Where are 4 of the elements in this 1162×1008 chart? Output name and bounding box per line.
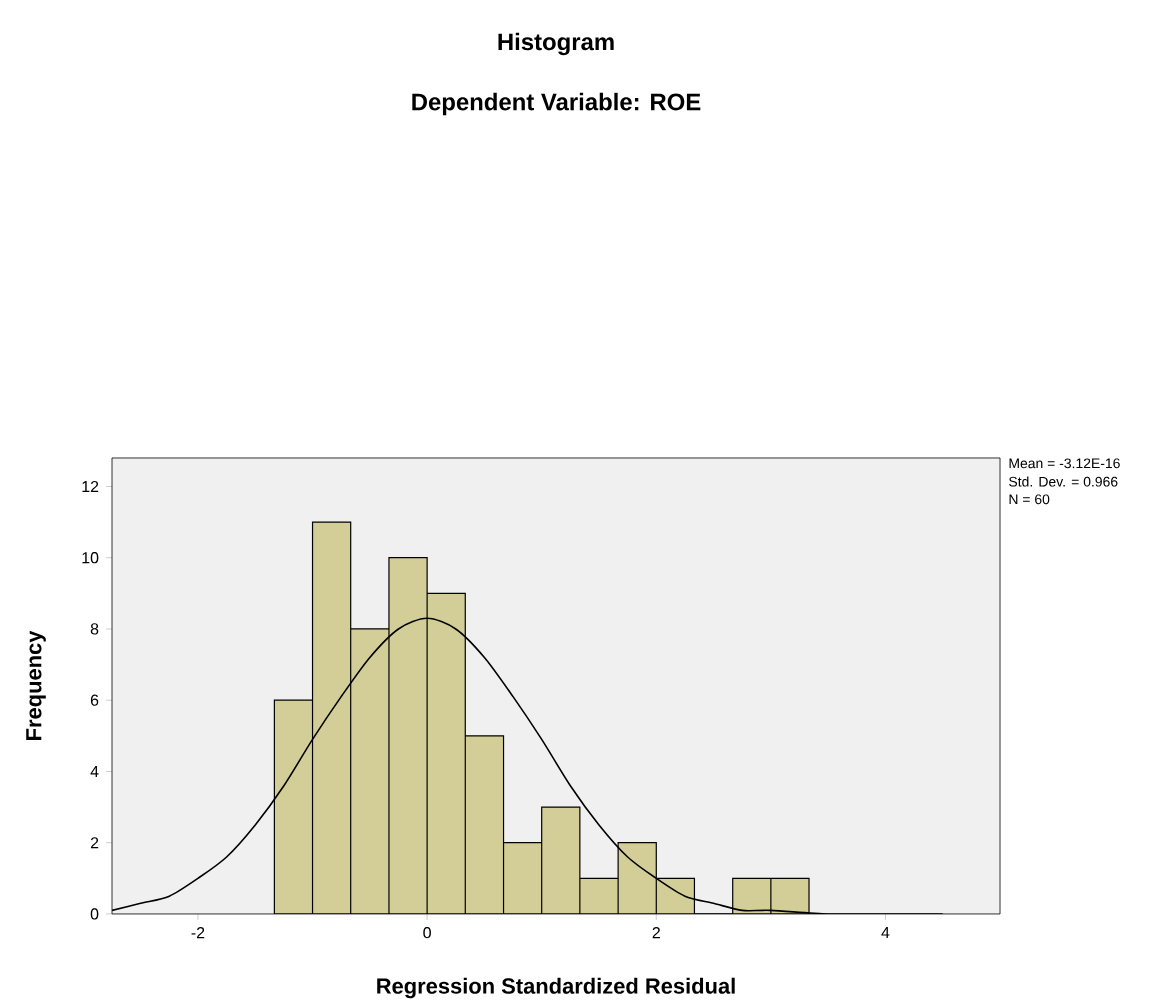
x-axis-title: Regression Standardized Residual bbox=[377, 977, 735, 999]
y-axis-title: Frequency bbox=[26, 630, 46, 740]
chart-title: Histogram bbox=[498, 32, 614, 56]
chart-subtitle: Dependent Variable: ROE bbox=[412, 92, 701, 116]
